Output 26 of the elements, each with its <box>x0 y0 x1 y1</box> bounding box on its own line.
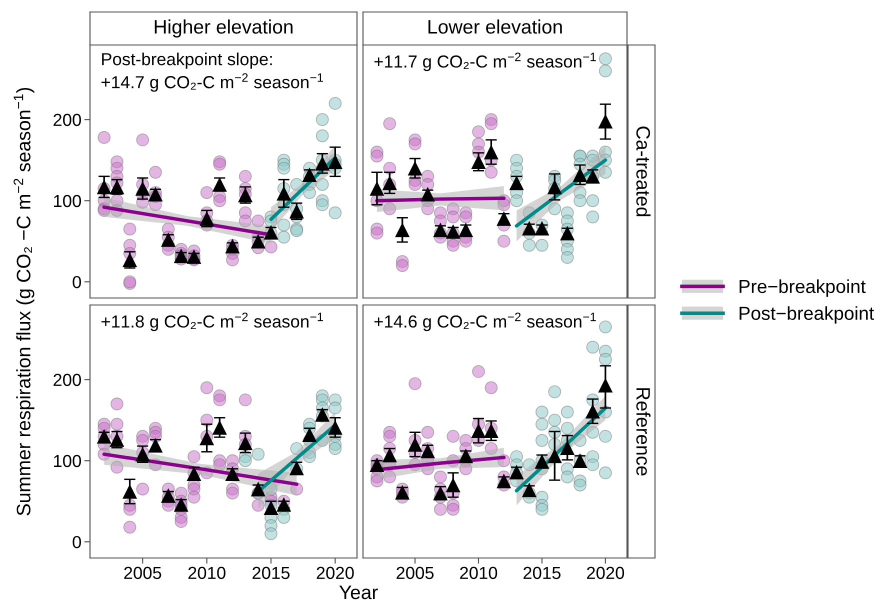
x-tick-label: 2010 <box>460 566 498 580</box>
chart-title: Lower elevation <box>428 19 562 34</box>
y-tick-label: 0 <box>72 536 81 548</box>
y-tick-label: 100 <box>54 454 81 468</box>
x-tick-label: 2020 <box>586 566 624 580</box>
y-tick-label: 0 <box>72 276 81 288</box>
x-axis-title: Year <box>339 586 378 600</box>
y-tick-label: 100 <box>54 194 81 208</box>
annotation: +11.8 g CO₂-C m$^{−2}$ season$^{−1}$ <box>102 312 323 332</box>
y2-axis-title: Reference <box>636 388 651 476</box>
x-tick-label: 2005 <box>396 566 434 580</box>
y2-axis-title: Ca-treated <box>636 126 651 216</box>
chart-title: Higher elevation <box>154 19 292 38</box>
x-tick-label: 2015 <box>524 566 561 580</box>
annotation: Post-breakpoint slope: +14.7 g CO₂-C m$^{−2}$ season$^{−1}$ <box>102 52 323 92</box>
y-axis-title: Summer respiration flux (g CO₂ −C m$^{−2}$ season$^{−1}$) <box>14 88 34 516</box>
y-tick-label: 200 <box>54 114 81 126</box>
x-tick-label: 2015 <box>252 566 290 580</box>
x-tick-label: 2020 <box>316 566 354 580</box>
x-tick-label: 2005 <box>124 566 162 580</box>
annotation: +11.7 g CO₂-C m$^{−2}$ season$^{−1}$ <box>374 52 596 72</box>
x-tick-label: 2010 <box>188 566 226 580</box>
y-tick-label: 200 <box>54 374 81 386</box>
legend-label: Pre−breakpoint <box>740 279 866 297</box>
legend-label: Post−breakpoint <box>740 306 874 324</box>
annotation: +14.6 g CO₂-C m$^{−2}$ season$^{−1}$ <box>374 312 596 332</box>
